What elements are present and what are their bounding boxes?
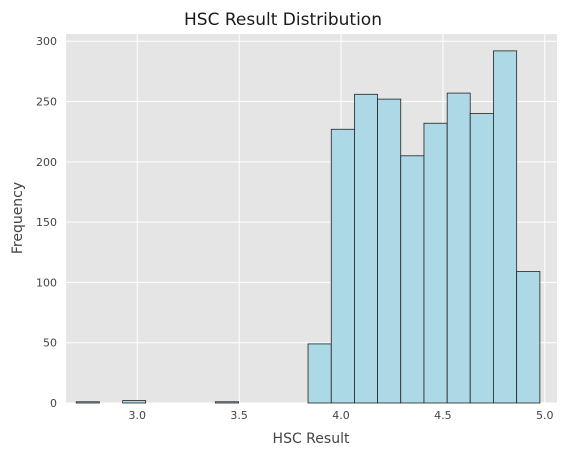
histogram-bar: [493, 50, 518, 404]
x-tick-label: 4.0: [332, 409, 350, 422]
y-tick-label: 200: [36, 156, 57, 169]
y-tick-label: 50: [43, 337, 57, 350]
x-tick-label: 4.5: [434, 409, 452, 422]
x-tick-label: 3.0: [129, 409, 147, 422]
x-tick-label: 5.0: [536, 409, 554, 422]
y-tick-label: 250: [36, 96, 57, 109]
histogram-bar: [214, 401, 239, 404]
histogram-bar: [469, 113, 494, 404]
histogram-bar: [516, 271, 541, 404]
histogram-bar: [122, 400, 147, 404]
histogram-bar: [400, 155, 425, 404]
histogram-bar: [354, 93, 378, 404]
y-tick-label: 300: [36, 35, 57, 48]
histogram-bar: [377, 98, 402, 404]
y-tick-label: 150: [36, 216, 57, 229]
x-axis-label: HSC Result: [273, 431, 350, 447]
y-axis-label: Frequency: [10, 182, 26, 254]
histogram-bar: [75, 401, 100, 404]
histogram-bar: [446, 92, 471, 404]
x-tick-labels: 3.0 3.5 4.0 4.5 5.0: [129, 409, 554, 422]
histogram-bar: [307, 343, 332, 404]
histogram-bar: [330, 128, 355, 404]
y-tick-label: 0: [50, 397, 57, 410]
bars: [75, 50, 541, 404]
chart-title: HSC Result Distribution: [184, 10, 382, 30]
histogram-bar: [423, 122, 448, 404]
x-tick-label: 3.5: [230, 409, 248, 422]
y-tick-label: 100: [36, 276, 57, 289]
y-tick-labels: 0 50 100 150 200 250 300: [36, 35, 57, 410]
